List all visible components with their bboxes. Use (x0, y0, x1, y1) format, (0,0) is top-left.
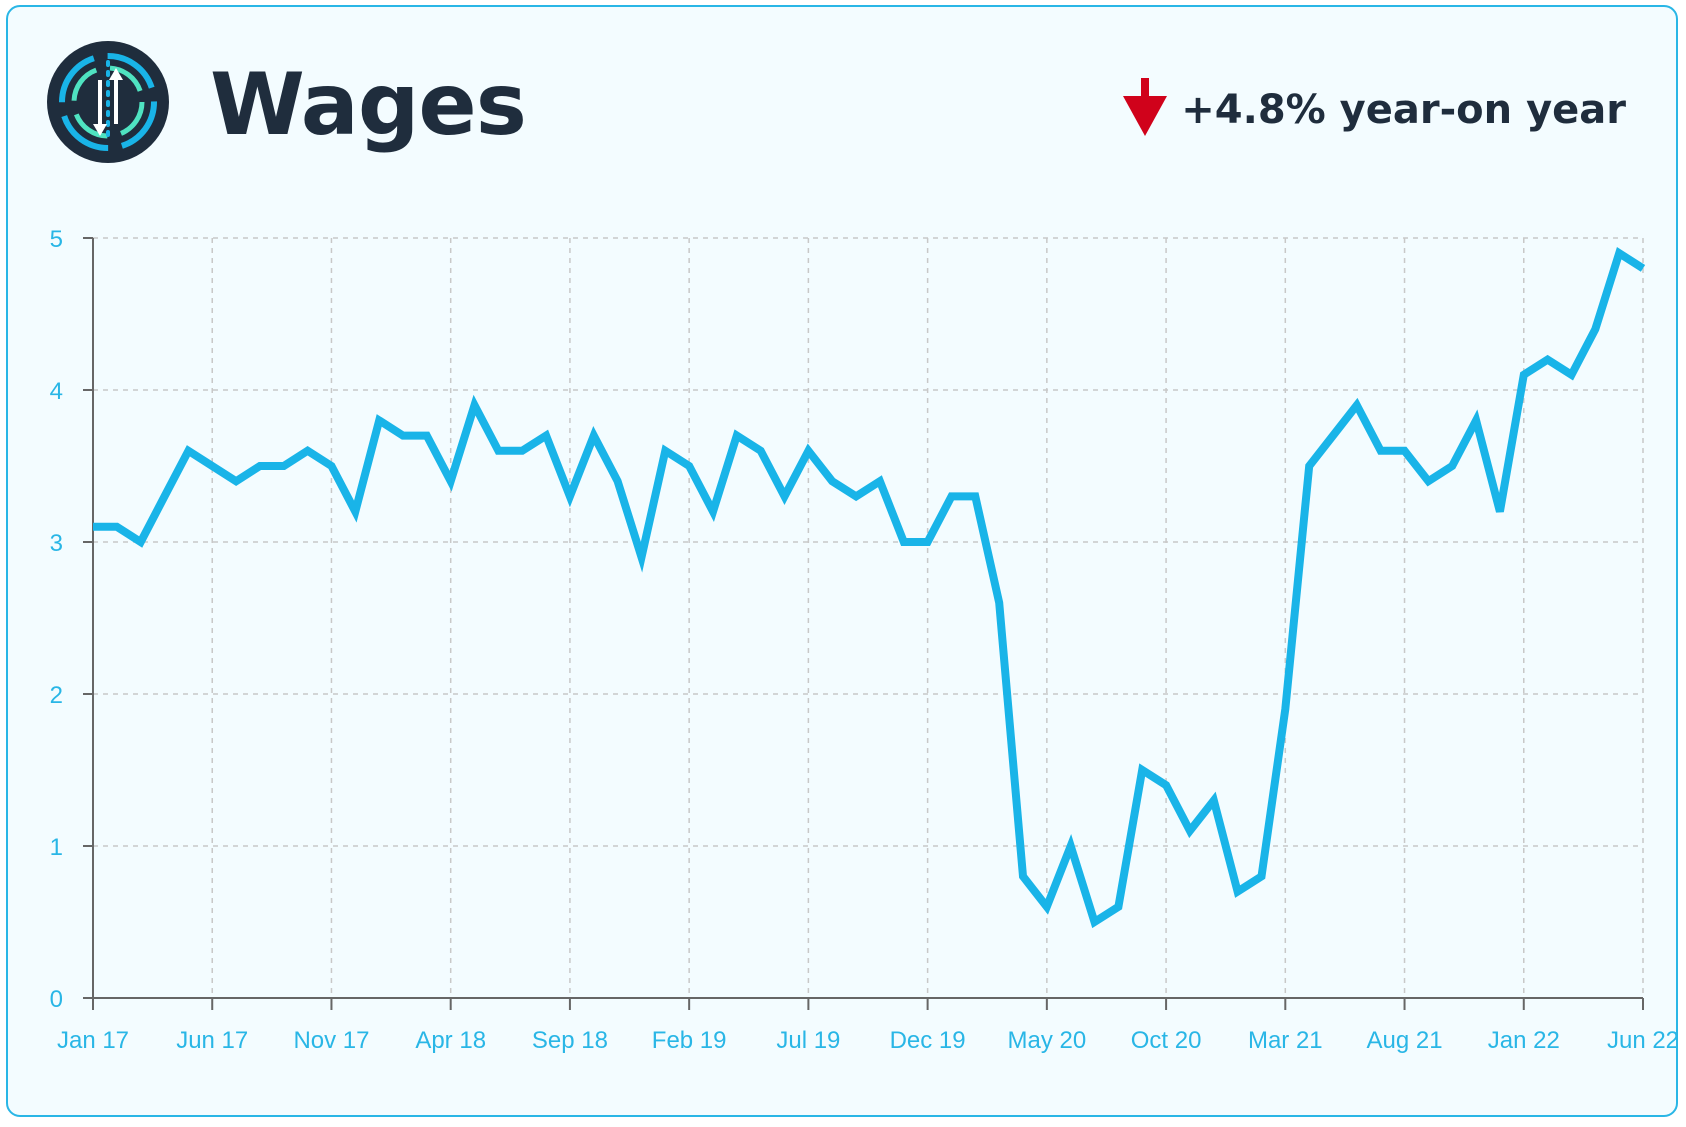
data-point (1164, 783, 1168, 787)
data-point (544, 434, 548, 438)
data-point (783, 494, 787, 498)
data-point (568, 494, 572, 498)
data-point (1307, 464, 1311, 468)
data-point (1379, 449, 1383, 453)
data-point (711, 510, 715, 514)
data-point (329, 464, 333, 468)
data-point (1116, 905, 1120, 909)
x-tick-label: May 20 (1007, 1027, 1086, 1054)
data-point (592, 434, 596, 438)
data-point (449, 479, 453, 483)
page-title: Wages (210, 55, 527, 155)
data-point (759, 449, 763, 453)
data-point (926, 540, 930, 544)
data-point (1283, 707, 1287, 711)
data-point (1236, 890, 1240, 894)
data-point (115, 525, 119, 529)
x-tick-label: Feb 19 (652, 1027, 727, 1054)
data-point (473, 403, 477, 407)
data-point (1259, 874, 1263, 878)
data-point (425, 434, 429, 438)
data-point (949, 494, 953, 498)
data-point (163, 494, 167, 498)
data-point (1045, 905, 1049, 909)
data-point (1617, 251, 1621, 255)
data-point (878, 479, 882, 483)
data-point (1569, 373, 1573, 377)
y-tick-label: 2 (50, 682, 63, 709)
data-point (520, 449, 524, 453)
data-point (91, 525, 95, 529)
change-indicator: +4.8% year-on year (1123, 78, 1626, 141)
x-tick-label: Nov 17 (293, 1027, 369, 1054)
x-tick-label: Aug 21 (1366, 1027, 1442, 1054)
data-point (1355, 403, 1359, 407)
data-point (639, 555, 643, 559)
data-point (353, 510, 357, 514)
change-text: +4.8% year-on year (1181, 86, 1626, 133)
data-point (830, 479, 834, 483)
series-line (93, 247, 1646, 929)
data-point (1641, 266, 1645, 270)
data-point (1593, 327, 1597, 331)
data-point (1188, 829, 1192, 833)
y-tick-label: 1 (50, 834, 63, 861)
data-point (973, 494, 977, 498)
y-tick-label: 5 (50, 226, 63, 253)
x-tick-label: Dec 19 (890, 1027, 966, 1054)
x-tick-label: Jun 17 (176, 1027, 248, 1054)
data-point (1522, 373, 1526, 377)
data-point (1021, 874, 1025, 878)
data-point (1140, 768, 1144, 772)
x-tick-label: Sep 18 (532, 1027, 608, 1054)
data-point (1212, 798, 1216, 802)
data-point (210, 464, 214, 468)
y-tick-label: 3 (50, 530, 63, 557)
data-point (258, 464, 262, 468)
x-tick-label: Jan 22 (1488, 1027, 1560, 1054)
data-point (616, 479, 620, 483)
x-tick-label: Jan 17 (57, 1027, 129, 1054)
data-point (902, 540, 906, 544)
data-point (401, 434, 405, 438)
y-tick-label: 4 (50, 378, 63, 405)
x-tick-label: Jun 22 (1607, 1027, 1679, 1054)
data-point (854, 494, 858, 498)
data-point (997, 601, 1001, 605)
data-point (1093, 920, 1097, 924)
x-tick-label: Oct 20 (1131, 1027, 1202, 1054)
data-point (234, 479, 238, 483)
data-point (1426, 479, 1430, 483)
data-point (186, 449, 190, 453)
y-tick-label: 0 (50, 986, 63, 1013)
data-point (1403, 449, 1407, 453)
data-point (1546, 358, 1550, 362)
data-point (663, 449, 667, 453)
data-point (306, 449, 310, 453)
data-point (687, 464, 691, 468)
data-point (139, 540, 143, 544)
wages-logo-icon (46, 40, 170, 164)
chart-card (6, 5, 1678, 1117)
data-point (1069, 844, 1073, 848)
data-point (735, 434, 739, 438)
down-arrow-icon (1123, 78, 1168, 141)
x-tick-label: Jul 19 (776, 1027, 840, 1054)
data-point (377, 418, 381, 422)
data-point (1498, 510, 1502, 514)
data-point (282, 464, 286, 468)
x-tick-label: Mar 21 (1248, 1027, 1323, 1054)
data-point (496, 449, 500, 453)
data-point (1331, 434, 1335, 438)
data-point (1474, 418, 1478, 422)
x-tick-label: Apr 18 (415, 1027, 486, 1054)
data-point (806, 449, 810, 453)
data-point (1450, 464, 1454, 468)
